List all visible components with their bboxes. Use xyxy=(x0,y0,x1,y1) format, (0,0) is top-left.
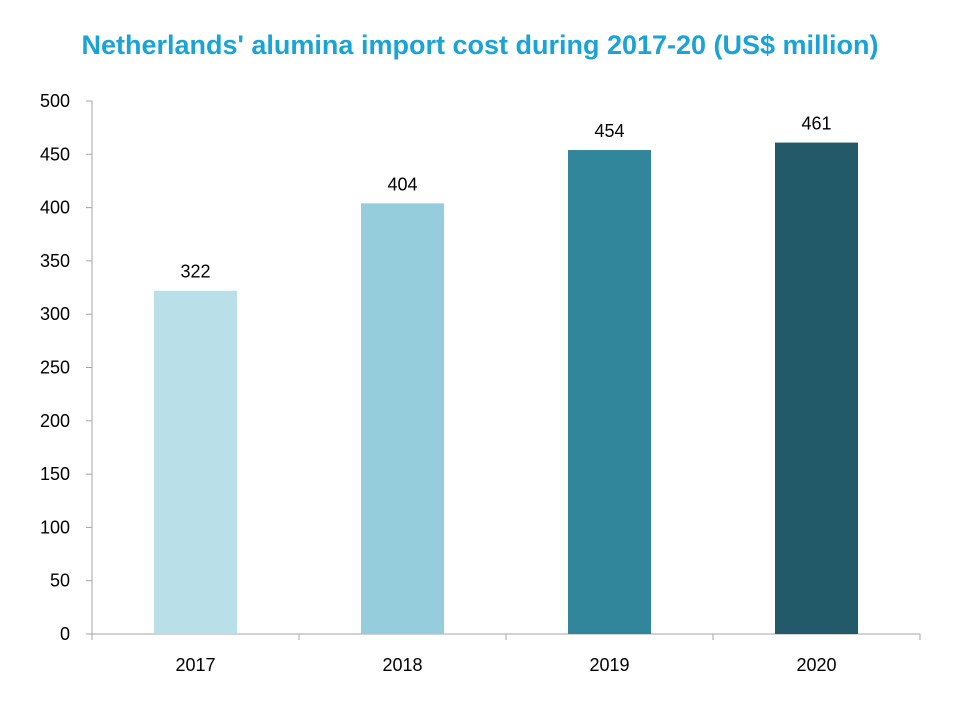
y-tick-label: 500 xyxy=(40,91,70,111)
y-tick-label: 150 xyxy=(40,464,70,484)
data-label-2020: 461 xyxy=(801,114,831,134)
chart-title: Netherlands' alumina import cost during … xyxy=(81,30,879,60)
y-axis: 0 50 100 150 200 250 300 350 400 450 500 xyxy=(40,91,93,644)
bar-2017 xyxy=(154,290,237,634)
bars xyxy=(154,142,858,634)
y-tick-label: 300 xyxy=(40,304,70,324)
x-tick-label: 2020 xyxy=(796,655,836,675)
x-tick-label: 2019 xyxy=(589,655,629,675)
bar-2019 xyxy=(568,150,651,634)
x-tick-label: 2017 xyxy=(175,655,215,675)
y-tick-label: 350 xyxy=(40,251,70,271)
data-label-2018: 404 xyxy=(387,174,417,194)
y-tick-label: 450 xyxy=(40,144,70,164)
x-axis: 2017 2018 2019 2020 xyxy=(91,633,921,675)
y-tick-label: 0 xyxy=(60,624,70,644)
bar-2020 xyxy=(775,142,858,634)
data-labels: 322 404 454 461 xyxy=(180,114,831,282)
x-tick-label: 2018 xyxy=(382,655,422,675)
data-label-2017: 322 xyxy=(180,262,210,282)
y-tick-label: 400 xyxy=(40,198,70,218)
y-tick-label: 200 xyxy=(40,411,70,431)
bar-2018 xyxy=(361,203,444,634)
data-label-2019: 454 xyxy=(594,121,624,141)
y-tick-label: 100 xyxy=(40,517,70,537)
y-tick-label: 50 xyxy=(50,571,70,591)
y-tick-label: 250 xyxy=(40,358,70,378)
